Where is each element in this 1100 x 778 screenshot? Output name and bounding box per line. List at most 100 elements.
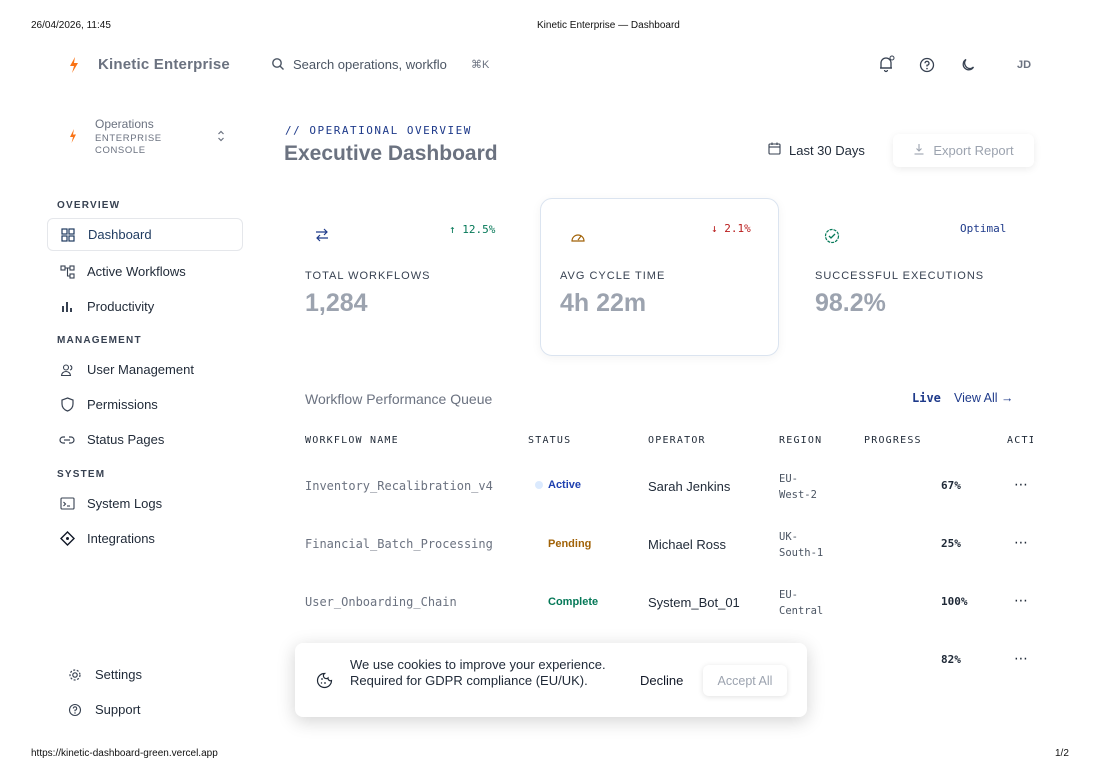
stat-value: 98.2%	[815, 289, 886, 317]
sidebar-item-productivity[interactable]: Productivity	[47, 290, 243, 323]
view-all-link[interactable]: View All →	[954, 391, 1014, 405]
progress-value: 82%	[941, 653, 961, 666]
sidebar-item-user-management[interactable]: User Management	[47, 353, 243, 386]
stat-label: SUCCESSFUL EXECUTIONS	[815, 270, 985, 282]
help-icon	[67, 702, 83, 718]
row-actions-menu-icon[interactable]: ⋯	[1014, 534, 1029, 550]
sidebar-item-label: System Logs	[87, 496, 163, 511]
export-label: Export Report	[933, 143, 1014, 158]
column-header-status[interactable]: STATUS	[528, 435, 572, 446]
progress-value: 67%	[941, 479, 961, 492]
table-row[interactable]: User_Onboarding_Chain Complete System_Bo…	[305, 584, 1035, 624]
column-header-region[interactable]: REGION	[779, 435, 823, 446]
accept-all-button[interactable]: Accept All	[703, 665, 787, 696]
status-badge: Pending	[548, 538, 592, 550]
brand-name[interactable]: Kinetic Enterprise	[98, 56, 230, 73]
help-icon[interactable]	[917, 55, 937, 75]
row-actions-menu-icon[interactable]: ⋯	[1014, 476, 1029, 492]
cookie-banner: We use cookies to improve your experienc…	[295, 643, 807, 717]
column-header-progress[interactable]: PROGRESS	[864, 435, 922, 446]
stat-delta: ↓ 2.1%	[711, 222, 751, 235]
region-line2: West-2	[779, 489, 817, 501]
print-doc-title: Kinetic Enterprise — Dashboard	[537, 20, 680, 31]
sidebar-item-status-pages[interactable]: Status Pages	[47, 423, 243, 456]
sidebar-item-settings[interactable]: Settings	[55, 658, 251, 691]
column-header-workflow-name[interactable]: WORKFLOW NAME	[305, 435, 399, 446]
live-badge: Live	[912, 391, 941, 405]
grid-icon	[60, 227, 76, 243]
progress-value: 25%	[941, 537, 961, 550]
stat-value: 4h 22m	[560, 289, 647, 317]
search-icon	[271, 57, 285, 71]
stat-delta: ↑ 12.5%	[449, 223, 496, 236]
row-actions-menu-icon[interactable]: ⋯	[1014, 650, 1029, 666]
sidebar-item-label: Status Pages	[87, 432, 165, 447]
org-subtitle-line1: ENTERPRISE	[95, 133, 162, 144]
region-line1: UK-	[779, 531, 798, 543]
stat-card-total-workflows: ↑ 12.5% TOTAL WORKFLOWS 1,284	[285, 198, 515, 356]
workflow-name: Inventory_Recalibration_v4	[305, 479, 493, 493]
cookie-message: We use cookies to improve your experienc…	[350, 657, 606, 688]
calendar-icon	[768, 142, 781, 158]
stat-label: TOTAL WORKFLOWS	[305, 270, 431, 282]
status-badge: Active	[548, 479, 582, 491]
print-url: https://kinetic-dashboard-green.vercel.a…	[31, 748, 218, 759]
region: EU- West-2	[779, 471, 817, 503]
print-datetime: 26/04/2026, 11:45	[31, 20, 111, 31]
shield-icon	[59, 397, 75, 413]
row-actions-menu-icon[interactable]: ⋯	[1014, 592, 1029, 608]
search-input[interactable]: Search operations, workflo	[293, 57, 447, 72]
sidebar-item-dashboard[interactable]: Dashboard	[47, 218, 243, 251]
speedometer-icon	[570, 230, 586, 248]
column-header-actions[interactable]: ACTI	[1007, 435, 1033, 446]
sidebar-item-support[interactable]: Support	[55, 693, 251, 726]
avatar[interactable]: JD	[1017, 59, 1032, 71]
operator: Sarah Jenkins	[648, 479, 731, 494]
chevron-updown-icon[interactable]	[216, 129, 226, 143]
status-badge: Complete	[548, 596, 599, 608]
sidebar-item-label: Permissions	[87, 397, 158, 412]
operator: Michael Ross	[648, 537, 727, 552]
bolt-org-icon	[67, 128, 79, 144]
table-row[interactable]: Inventory_Recalibration_v4 Active Sarah …	[305, 468, 1035, 508]
sidebar-item-integrations[interactable]: Integrations	[47, 522, 243, 555]
search-shortcut: ⌘K	[471, 59, 490, 71]
region: UK- South-1	[779, 529, 823, 561]
sidebar-item-label: Settings	[95, 667, 142, 682]
section-label-management: MANAGEMENT	[57, 335, 142, 346]
region-line1: EU-	[779, 473, 798, 485]
org-title: Operations	[95, 117, 154, 131]
decline-button[interactable]: Decline	[640, 673, 684, 688]
sidebar-item-system-logs[interactable]: System Logs	[47, 487, 243, 520]
sidebar-item-label: Integrations	[87, 531, 155, 546]
bolt-logo-icon	[66, 56, 82, 74]
workflow-name: Financial_Batch_Processing	[305, 537, 493, 551]
bell-icon[interactable]	[876, 54, 896, 74]
region-line2: Central	[779, 605, 824, 617]
integrations-icon	[59, 531, 75, 547]
sidebar-item-label: Active Workflows	[87, 264, 186, 279]
sidebar-item-label: Dashboard	[88, 227, 152, 242]
stat-card-successful-executions: Optimal SUCCESSFUL EXECUTIONS 98.2%	[795, 198, 1035, 356]
swap-icon	[314, 228, 330, 247]
column-header-operator[interactable]: OPERATOR	[648, 435, 706, 446]
sidebar-item-permissions[interactable]: Permissions	[47, 388, 243, 421]
workflow-icon	[59, 264, 75, 280]
gear-icon	[67, 667, 83, 683]
date-range-button[interactable]: Last 30 Days	[768, 142, 865, 158]
sidebar-item-active-workflows[interactable]: Active Workflows	[47, 255, 243, 288]
org-subtitle-line2: CONSOLE	[95, 145, 146, 156]
queue-title: Workflow Performance Queue	[305, 391, 493, 407]
export-report-button[interactable]: Export Report	[893, 134, 1034, 167]
table-row[interactable]: Financial_Batch_Processing Pending Micha…	[305, 526, 1035, 566]
sidebar-item-label: Productivity	[87, 299, 155, 314]
stat-value: 1,284	[305, 289, 368, 317]
workflow-name: User_Onboarding_Chain	[305, 595, 457, 609]
moon-icon[interactable]	[958, 55, 978, 75]
progress-value: 100%	[941, 595, 968, 608]
users-icon	[59, 362, 75, 378]
region-line1: EU-	[779, 589, 798, 601]
terminal-icon	[59, 496, 75, 512]
date-range-label: Last 30 Days	[789, 142, 865, 158]
org-switcher[interactable]: Operations ENTERPRISE CONSOLE	[95, 117, 162, 157]
